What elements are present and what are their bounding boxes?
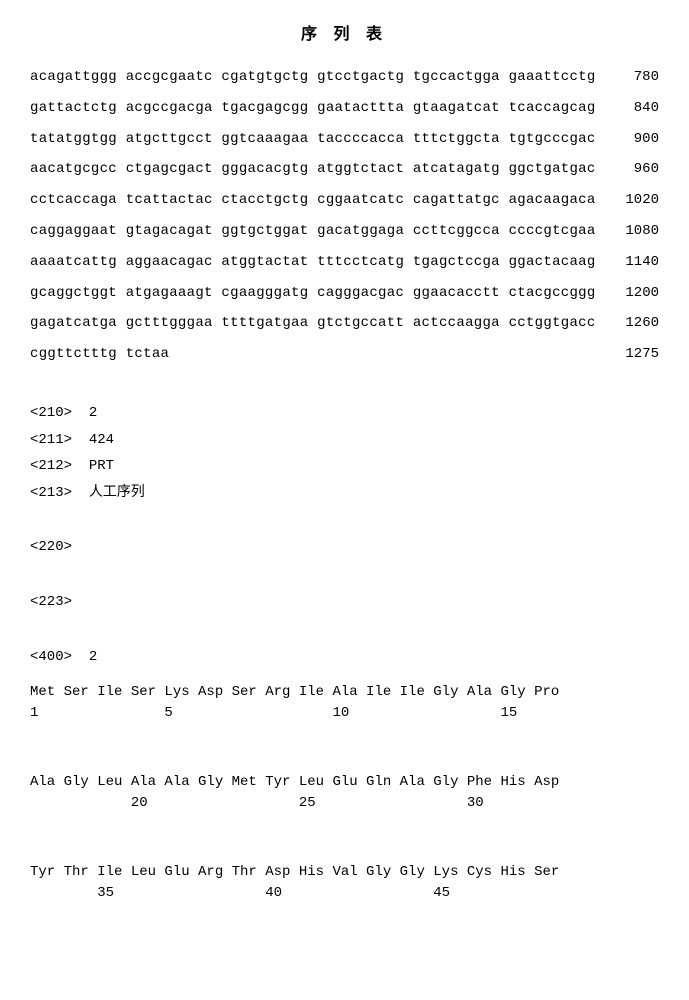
dna-seq: gcaggctggt atgagaaagt cgaagggatg cagggac…	[30, 278, 596, 309]
dna-row: tatatggtgg atgcttgcct ggtcaaagaa tacccca…	[30, 124, 659, 155]
meta-211: <211> 424	[30, 427, 659, 454]
dna-pos: 960	[609, 154, 659, 185]
dna-pos: 1275	[609, 339, 659, 370]
meta-212: <212> PRT	[30, 453, 659, 480]
dna-pos: 1020	[609, 185, 659, 216]
dna-pos: 840	[609, 93, 659, 124]
dna-row: acagattggg accgcgaatc cgatgtgctg gtcctga…	[30, 62, 659, 93]
meta-212-val: PRT	[89, 458, 114, 474]
meta-220: <220>	[30, 534, 659, 561]
dna-pos: 1080	[609, 216, 659, 247]
aa-num-row: 1 5 10 15	[30, 703, 659, 724]
meta-211-val: 424	[89, 432, 114, 448]
dna-row: gagatcatga gctttgggaa ttttgatgaa gtctgcc…	[30, 308, 659, 339]
dna-seq: cctcaccaga tcattactac ctacctgctg cggaatc…	[30, 185, 596, 216]
dna-seq: tatatggtgg atgcttgcct ggtcaaagaa tacccca…	[30, 124, 596, 155]
dna-row: cggttctttg tctaa 1275	[30, 339, 659, 370]
meta-213-val: 人工序列	[89, 485, 145, 500]
meta-400: <400> 2	[30, 644, 659, 671]
dna-seq: cggttctttg tctaa	[30, 339, 169, 370]
aa-row: Tyr Thr Ile Leu Glu Arg Thr Asp His Val …	[30, 862, 659, 883]
dna-row: aacatgcgcc ctgagcgact gggacacgtg atggtct…	[30, 154, 659, 185]
aa-num-row: 35 40 45	[30, 883, 659, 904]
dna-seq: gagatcatga gctttgggaa ttttgatgaa gtctgcc…	[30, 308, 596, 339]
dna-pos: 780	[609, 62, 659, 93]
dna-seq: caggaggaat gtagacagat ggtgctggat gacatgg…	[30, 216, 596, 247]
dna-seq: aaaatcattg aggaacagac atggtactat tttcctc…	[30, 247, 596, 278]
dna-row: caggaggaat gtagacagat ggtgctggat gacatgg…	[30, 216, 659, 247]
meta-213: <213> 人工序列	[30, 480, 659, 507]
dna-row: gcaggctggt atgagaaagt cgaagggatg cagggac…	[30, 278, 659, 309]
dna-seq: acagattggg accgcgaatc cgatgtgctg gtcctga…	[30, 62, 596, 93]
dna-pos: 900	[609, 124, 659, 155]
page-title: 序 列 表	[30, 20, 659, 44]
meta-210-val: 2	[89, 405, 97, 421]
dna-row: aaaatcattg aggaacagac atggtactat tttcctc…	[30, 247, 659, 278]
aa-row: Ala Gly Leu Ala Ala Gly Met Tyr Leu Glu …	[30, 772, 659, 793]
dna-pos: 1200	[609, 278, 659, 309]
aa-num-row: 20 25 30	[30, 793, 659, 814]
dna-seq: gattactctg acgccgacga tgacgagcgg gaatact…	[30, 93, 596, 124]
meta-223: <223>	[30, 589, 659, 616]
dna-sequence-block: acagattggg accgcgaatc cgatgtgctg gtcctga…	[30, 62, 659, 370]
dna-pos: 1140	[609, 247, 659, 278]
metadata-block: <210> 2 <211> 424 <212> PRT <213> 人工序列 <…	[30, 400, 659, 670]
dna-row: gattactctg acgccgacga tgacgagcgg gaatact…	[30, 93, 659, 124]
dna-row: cctcaccaga tcattactac ctacctgctg cggaatc…	[30, 185, 659, 216]
protein-sequence-block: Met Ser Ile Ser Lys Asp Ser Arg Ile Ala …	[30, 682, 659, 904]
dna-pos: 1260	[609, 308, 659, 339]
meta-400-val: 2	[89, 649, 97, 665]
aa-row: Met Ser Ile Ser Lys Asp Ser Arg Ile Ala …	[30, 682, 659, 703]
dna-seq: aacatgcgcc ctgagcgact gggacacgtg atggtct…	[30, 154, 596, 185]
meta-210: <210> 2	[30, 400, 659, 427]
